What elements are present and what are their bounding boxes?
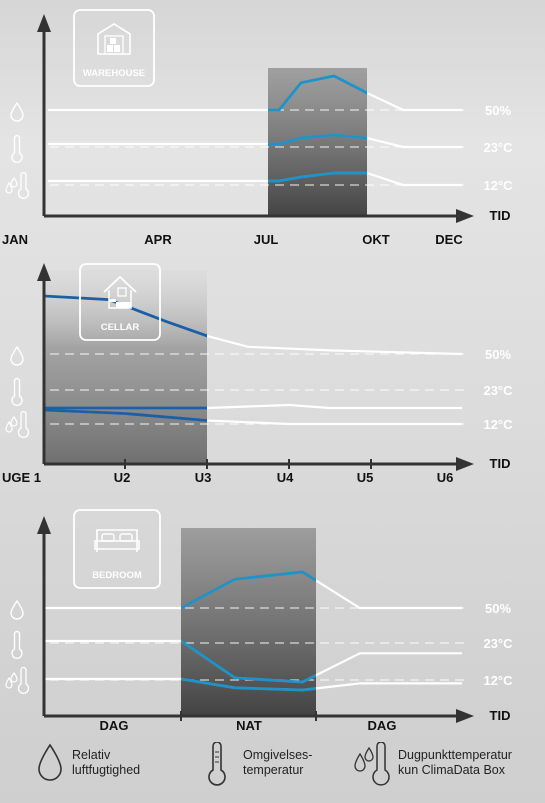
x-tick-label: OKT [362, 232, 390, 247]
x-tick-label: JUL [254, 232, 279, 247]
reference-label-1: 23°C [483, 140, 513, 155]
droplet-icon [10, 101, 24, 122]
x-tick-label: DAG [100, 718, 129, 733]
reference-label-1: 23°C [483, 383, 513, 398]
cellar-icon [103, 275, 137, 309]
series-line-2 [48, 171, 462, 187]
reference-label-2: 12°C [483, 178, 513, 193]
legend: Relativ luftfugtighed Omgivelses- temper… [0, 742, 545, 802]
legend-temperature-line2: temperatur [243, 763, 304, 777]
y-axis-arrow [37, 516, 51, 534]
droplet-icon [10, 345, 24, 366]
reference-label-2: 12°C [483, 417, 513, 432]
x-axis-arrow [456, 209, 474, 223]
x-tick-label: NAT [236, 718, 262, 733]
x-tick-label: APR [144, 232, 172, 247]
x-tick-label: U4 [277, 470, 294, 485]
x-tick-label: U6 [437, 470, 454, 485]
series-line-0 [48, 74, 462, 112]
series-highlight-0 [268, 74, 367, 112]
x-axis-label: TID [490, 708, 511, 723]
chart-bedroom: DAG NAT DAG TID 50% 23°C 12°C BEDROOM [5, 509, 513, 733]
legend-temperature-line1: Omgivelses- [243, 748, 313, 762]
chart-cellar: UGE 1 U2 U3 U4 U5 U6 TID 50% 23°C 12°C CELLAR [2, 263, 513, 485]
thermometer-icon [11, 377, 23, 406]
series-line-1 [48, 133, 462, 149]
chart-warehouse: JAN APR JUL OKT DEC TID 50% 23°C 12°C WAREHOUSE [2, 9, 513, 247]
series-highlight-1 [44, 406, 207, 410]
climate-charts: JAN APR JUL OKT DEC TID 50% 23°C 12°C WAREHOUSE UG… [2, 9, 513, 733]
x-tick-label: U2 [114, 470, 131, 485]
x-tick-label: U5 [357, 470, 374, 485]
badge-frame [73, 509, 161, 589]
legend-dewpoint-line2: kun ClimaData Box [398, 763, 505, 777]
x-tick-label: U3 [195, 470, 212, 485]
location-badge: WAREHOUSE [73, 9, 155, 87]
series-highlight-1 [181, 639, 316, 684]
badge-label: WAREHOUSE [83, 68, 145, 79]
thermometer-icon [11, 630, 23, 659]
x-tick-label: DEC [435, 232, 463, 247]
badge-frame [73, 9, 155, 87]
series-highlight-2 [44, 408, 207, 422]
legend-item-humidity: Relativ luftfugtighed [36, 742, 140, 782]
dewpoint-icon [354, 742, 390, 786]
dewpoint-icon [5, 410, 30, 438]
y-axis-arrow [37, 263, 51, 281]
series-highlight-0 [181, 570, 316, 610]
dewpoint-icon [5, 666, 30, 694]
legend-humidity-line1: Relativ [72, 748, 111, 762]
droplet-icon [10, 599, 24, 620]
highlight-band [44, 270, 207, 464]
bedroom-icon [94, 529, 140, 552]
x-axis-arrow [456, 709, 474, 723]
reference-label-0: 50% [485, 601, 511, 616]
legend-dewpoint-line1: Dugpunkttemperatur [398, 748, 512, 762]
badge-label: CELLAR [101, 322, 140, 333]
reference-label-2: 12°C [483, 673, 513, 688]
droplet-icon [38, 743, 62, 781]
x-tick-label: UGE 1 [2, 470, 41, 485]
badge-frame [79, 263, 161, 341]
thermometer-icon [208, 742, 226, 786]
reference-label-0: 50% [485, 347, 511, 362]
legend-item-temperature: Omgivelses- temperatur [203, 742, 312, 786]
dewpoint-icon [5, 171, 30, 199]
y-axis-arrow [37, 14, 51, 32]
series-highlight-1 [268, 133, 367, 146]
reference-label-1: 23°C [483, 636, 513, 651]
x-tick-label: JAN [2, 232, 28, 247]
x-axis-arrow [456, 457, 474, 471]
legend-item-dewpoint: Dugpunkttemperatur kun ClimaData Box [352, 742, 512, 786]
location-badge: BEDROOM [73, 509, 161, 589]
x-axis-label: TID [490, 208, 511, 223]
legend-humidity-line2: luftfugtighed [72, 763, 141, 777]
series-highlight-2 [181, 677, 316, 692]
badge-label: BEDROOM [92, 570, 142, 581]
thermometer-icon [11, 134, 23, 163]
location-badge: CELLAR [79, 263, 161, 341]
warehouse-icon [97, 23, 131, 55]
highlight-band [181, 528, 316, 716]
x-tick-label: DAG [368, 718, 397, 733]
x-axis-label: TID [490, 456, 511, 471]
reference-label-0: 50% [485, 103, 511, 118]
series-highlight-2 [268, 171, 367, 183]
